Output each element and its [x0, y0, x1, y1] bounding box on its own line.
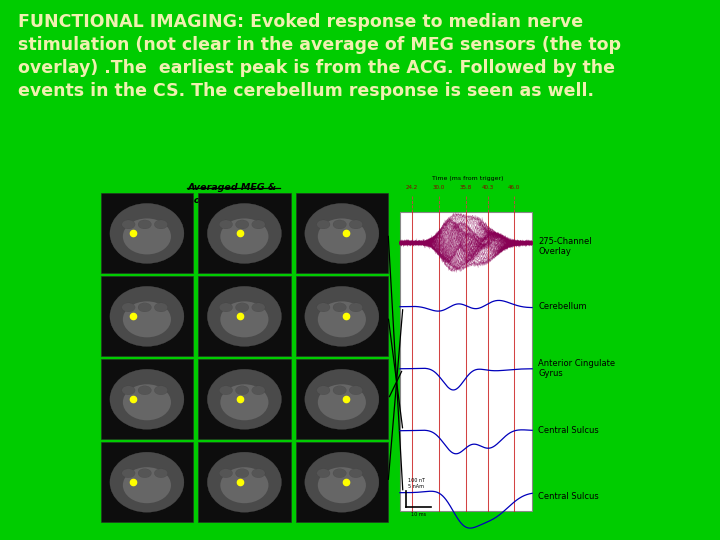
- Ellipse shape: [252, 220, 265, 229]
- Ellipse shape: [220, 384, 269, 420]
- Ellipse shape: [318, 301, 366, 338]
- Ellipse shape: [207, 369, 282, 429]
- Text: 100 nT
5 nAm: 100 nT 5 nAm: [408, 478, 425, 489]
- Ellipse shape: [235, 220, 249, 229]
- Ellipse shape: [123, 384, 171, 420]
- Ellipse shape: [207, 286, 282, 346]
- Ellipse shape: [252, 386, 265, 395]
- Ellipse shape: [220, 301, 269, 338]
- Ellipse shape: [305, 369, 379, 429]
- Text: Averaged MEG &: Averaged MEG &: [187, 183, 276, 192]
- Ellipse shape: [207, 204, 282, 264]
- FancyBboxPatch shape: [101, 276, 193, 356]
- FancyBboxPatch shape: [198, 442, 291, 522]
- Text: Cerebellum: Cerebellum: [539, 302, 587, 311]
- Ellipse shape: [252, 303, 265, 312]
- FancyBboxPatch shape: [296, 359, 388, 439]
- Ellipse shape: [318, 219, 366, 254]
- Ellipse shape: [207, 452, 282, 512]
- Text: 35.8: 35.8: [459, 185, 472, 190]
- Ellipse shape: [305, 452, 379, 512]
- FancyBboxPatch shape: [198, 193, 291, 273]
- Ellipse shape: [349, 220, 363, 229]
- FancyBboxPatch shape: [198, 359, 291, 439]
- Ellipse shape: [138, 220, 151, 229]
- Ellipse shape: [138, 303, 151, 312]
- Ellipse shape: [317, 469, 330, 478]
- Ellipse shape: [122, 220, 135, 229]
- Text: 46.0: 46.0: [508, 185, 520, 190]
- Ellipse shape: [333, 386, 346, 395]
- Ellipse shape: [154, 220, 168, 229]
- Ellipse shape: [333, 303, 346, 312]
- Text: Anterior Cingulate
Gyrus: Anterior Cingulate Gyrus: [539, 359, 616, 379]
- Ellipse shape: [122, 303, 135, 312]
- Text: 30.0: 30.0: [433, 185, 445, 190]
- Ellipse shape: [110, 204, 184, 264]
- Text: Time (ms from trigger): Time (ms from trigger): [432, 176, 503, 180]
- Ellipse shape: [123, 467, 171, 503]
- Ellipse shape: [349, 386, 363, 395]
- FancyBboxPatch shape: [101, 359, 193, 439]
- Ellipse shape: [219, 303, 233, 312]
- Ellipse shape: [235, 469, 249, 478]
- FancyBboxPatch shape: [101, 193, 193, 273]
- Ellipse shape: [317, 303, 330, 312]
- Text: 40.3: 40.3: [482, 185, 494, 190]
- Ellipse shape: [123, 301, 171, 338]
- Ellipse shape: [220, 219, 269, 254]
- Ellipse shape: [318, 384, 366, 420]
- Ellipse shape: [138, 469, 151, 478]
- Ellipse shape: [317, 386, 330, 395]
- Text: Central Sulcus: Central Sulcus: [539, 492, 599, 501]
- Text: FUNCTIONAL IMAGING: Evoked response to median nerve
stimulation (not clear in th: FUNCTIONAL IMAGING: Evoked response to m…: [18, 13, 621, 100]
- Ellipse shape: [305, 286, 379, 346]
- Ellipse shape: [252, 469, 265, 478]
- Ellipse shape: [123, 219, 171, 254]
- Text: 275-Channel
Overlay: 275-Channel Overlay: [539, 237, 592, 256]
- Ellipse shape: [154, 469, 168, 478]
- FancyBboxPatch shape: [400, 212, 532, 511]
- Ellipse shape: [220, 467, 269, 503]
- Text: Source Waveforms: Source Waveforms: [187, 197, 287, 205]
- Ellipse shape: [305, 204, 379, 264]
- Ellipse shape: [122, 386, 135, 395]
- Ellipse shape: [138, 386, 151, 395]
- Ellipse shape: [110, 452, 184, 512]
- Ellipse shape: [219, 386, 233, 395]
- Ellipse shape: [235, 303, 249, 312]
- FancyBboxPatch shape: [101, 442, 193, 522]
- Ellipse shape: [318, 467, 366, 503]
- Ellipse shape: [219, 220, 233, 229]
- FancyBboxPatch shape: [296, 193, 388, 273]
- Text: 24.2: 24.2: [406, 185, 418, 190]
- Ellipse shape: [333, 469, 346, 478]
- Ellipse shape: [235, 386, 249, 395]
- Ellipse shape: [154, 303, 168, 312]
- Ellipse shape: [110, 286, 184, 346]
- FancyBboxPatch shape: [296, 276, 388, 356]
- Ellipse shape: [154, 386, 168, 395]
- Ellipse shape: [349, 469, 363, 478]
- Ellipse shape: [219, 469, 233, 478]
- FancyBboxPatch shape: [296, 442, 388, 522]
- Ellipse shape: [349, 303, 363, 312]
- Ellipse shape: [110, 369, 184, 429]
- Ellipse shape: [333, 220, 346, 229]
- FancyBboxPatch shape: [198, 276, 291, 356]
- Text: Central Sulcus: Central Sulcus: [539, 426, 599, 435]
- Ellipse shape: [122, 469, 135, 478]
- Text: 10 ms: 10 ms: [410, 511, 426, 517]
- Ellipse shape: [317, 220, 330, 229]
